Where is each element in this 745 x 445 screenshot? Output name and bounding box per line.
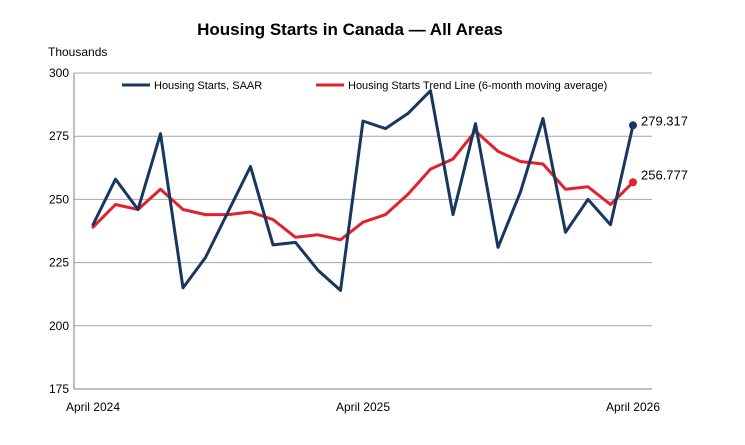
y-axis-label: Thousands: [48, 45, 107, 59]
series-lines: [91, 89, 635, 292]
end-point-trend: [629, 178, 637, 187]
series-line-trend: [91, 129, 635, 242]
legend-label-trend-line: Housing Starts Trend Line (6-month movin…: [348, 80, 607, 92]
y-tick-label: 300: [49, 66, 69, 80]
end-labels: 256.777 279.317: [629, 113, 688, 187]
end-point-housing-starts: [629, 121, 637, 130]
y-axis-ticks: 175 200 225 250 275 300: [49, 66, 69, 396]
y-tick-label: 275: [49, 129, 69, 143]
y-tick-label: 250: [49, 192, 69, 206]
x-tick-label: April 2025: [336, 400, 390, 414]
legend: Housing Starts, SAAR Housing Starts Tren…: [122, 80, 607, 92]
y-tick-label: 200: [49, 319, 69, 333]
x-tick-label: April 2024: [66, 400, 120, 414]
x-tick-label: April 2026: [606, 400, 660, 414]
y-tick-label: 225: [49, 256, 69, 270]
end-label-trend: 256.777: [641, 167, 688, 182]
legend-label-housing-starts: Housing Starts, SAAR: [154, 80, 262, 92]
x-axis-ticks: April 2024 April 2025 April 2026: [66, 400, 660, 414]
y-tick-label: 175: [49, 382, 69, 396]
series-line-housing-starts: [91, 89, 635, 292]
chart-title: Housing Starts in Canada — All Areas: [197, 20, 503, 39]
end-label-housing-starts: 279.317: [641, 113, 688, 128]
